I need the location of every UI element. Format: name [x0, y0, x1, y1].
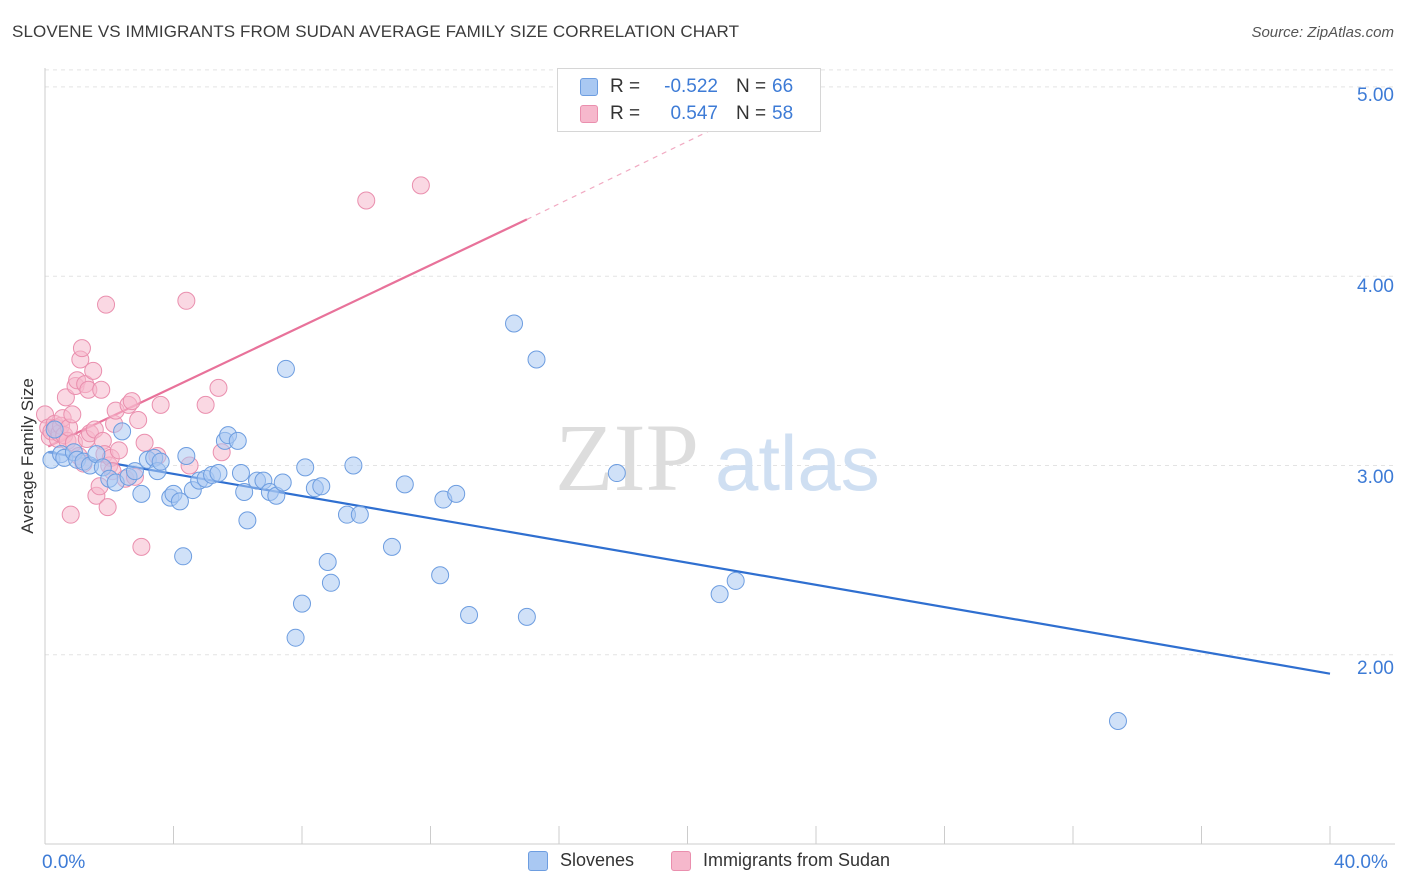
- correlation-legend: R = -0.522 N = 66 R = 0.547 N = 58: [557, 68, 821, 132]
- data-point-sudan: [72, 339, 91, 358]
- legend-r-value: 0.547: [670, 103, 718, 124]
- data-point-slovenes: [174, 547, 193, 566]
- data-point-sudan: [92, 380, 111, 399]
- data-point-slovenes: [607, 464, 626, 483]
- y-tick-3: 3.00: [1357, 467, 1394, 488]
- y-tick-2: 2.00: [1357, 658, 1394, 679]
- y-tick-5: 5.00: [1357, 85, 1394, 106]
- data-point-sudan: [357, 191, 376, 210]
- axes: [44, 68, 1395, 845]
- data-point-sudan: [132, 537, 151, 556]
- x-tick-0: 0.0%: [42, 852, 86, 873]
- data-point-slovenes: [273, 473, 292, 492]
- data-point-slovenes: [431, 566, 450, 585]
- data-point-slovenes: [132, 484, 151, 503]
- series-slovenes: [42, 314, 1127, 730]
- data-point-sudan: [411, 176, 430, 195]
- data-point-slovenes: [318, 552, 337, 571]
- data-point-slovenes: [350, 505, 369, 524]
- data-point-sudan: [196, 395, 215, 414]
- data-point-slovenes: [312, 477, 331, 496]
- data-point-slovenes: [726, 571, 745, 590]
- legend-n-label: N =: [736, 103, 767, 124]
- data-point-slovenes: [231, 464, 250, 483]
- data-point-sudan: [177, 291, 196, 310]
- data-point-slovenes: [113, 422, 132, 441]
- y-axis-label: Average Family Size: [18, 378, 37, 534]
- bottom-legend-swatch-blue: [528, 850, 548, 871]
- data-point-slovenes: [710, 585, 729, 604]
- data-point-slovenes: [382, 537, 401, 556]
- data-point-slovenes: [517, 607, 536, 626]
- data-point-sudan: [135, 433, 154, 452]
- data-point-sudan: [84, 361, 103, 380]
- data-point-slovenes: [276, 359, 295, 378]
- data-point-sudan: [98, 498, 117, 517]
- data-point-sudan: [129, 411, 148, 430]
- series-immigrants-from-sudan: [36, 176, 430, 556]
- legend-row-sudan: R = 0.547 N = 58: [580, 101, 793, 127]
- legend-row-slovenes: R = -0.522 N = 66: [580, 74, 793, 100]
- legend-n-label: N =: [736, 76, 767, 97]
- data-point-slovenes: [170, 492, 189, 511]
- data-point-sudan: [109, 441, 128, 460]
- legend-n-value: 58: [772, 103, 794, 124]
- grid-lines: [45, 69, 1395, 656]
- bottom-legend-sudan: Immigrants from Sudan: [671, 850, 890, 871]
- data-point-slovenes: [177, 447, 196, 465]
- trend-lines: [47, 86, 1331, 675]
- data-point-slovenes: [238, 511, 257, 530]
- watermark-atlas: atlas: [715, 419, 880, 507]
- bottom-legend-label: Slovenes: [560, 850, 635, 870]
- data-point-sudan: [97, 295, 116, 314]
- legend-swatch-pink: [580, 105, 598, 123]
- data-point-slovenes: [235, 482, 254, 501]
- data-point-sudan: [122, 392, 141, 411]
- data-point-sudan: [209, 378, 228, 397]
- data-point-slovenes: [527, 350, 546, 369]
- legend-r-label: R =: [610, 76, 641, 97]
- data-point-slovenes: [125, 462, 144, 481]
- data-point-slovenes: [505, 314, 524, 333]
- data-point-slovenes: [228, 431, 247, 450]
- data-point-sudan: [63, 405, 82, 424]
- x-tick-40: 40.0%: [1334, 852, 1388, 873]
- data-point-slovenes: [321, 573, 340, 592]
- watermark: ZIP atlas: [555, 404, 880, 511]
- data-point-slovenes: [447, 484, 466, 503]
- legend-swatch-blue: [580, 78, 598, 96]
- legend-r-value: -0.522: [664, 76, 718, 97]
- data-point-slovenes: [395, 475, 414, 494]
- y-tick-4: 4.00: [1357, 276, 1394, 297]
- data-point-slovenes: [344, 456, 363, 475]
- data-point-sudan: [151, 395, 170, 414]
- chart-source: Source: ZipAtlas.com: [1251, 24, 1394, 41]
- bottom-legend-slovenes: Slovenes: [528, 850, 634, 871]
- data-point-slovenes: [1108, 711, 1127, 730]
- data-point-slovenes: [45, 420, 64, 439]
- data-point-slovenes: [460, 605, 479, 624]
- bottom-legend-swatch-pink: [671, 850, 691, 871]
- data-point-slovenes: [296, 458, 315, 477]
- data-point-slovenes: [293, 594, 311, 613]
- legend-n-value: 66: [772, 76, 794, 97]
- bottom-legend-label: Immigrants from Sudan: [703, 850, 891, 870]
- data-point-slovenes: [151, 452, 170, 471]
- data-point-sudan: [61, 505, 80, 524]
- data-point-slovenes: [209, 464, 228, 483]
- legend-r-label: R =: [610, 103, 641, 124]
- data-point-slovenes: [286, 628, 305, 647]
- chart-title: SLOVENE VS IMMIGRANTS FROM SUDAN AVERAGE…: [12, 22, 740, 41]
- watermark-zip: ZIP: [555, 404, 699, 511]
